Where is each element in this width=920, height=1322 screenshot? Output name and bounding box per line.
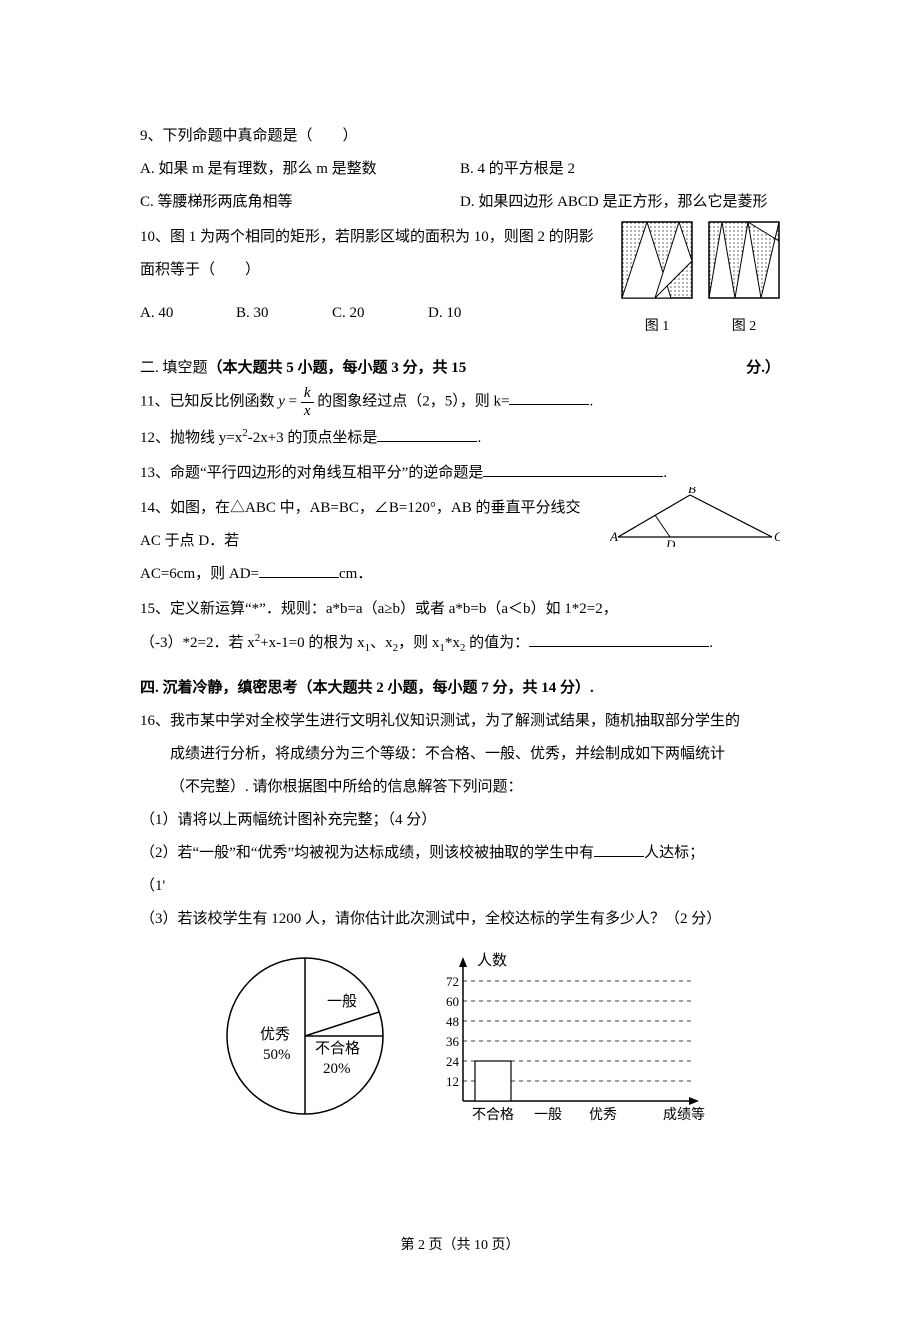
q12-mid: -2x+3 的顶点坐标是 [248,430,378,446]
q14-l2-tail: cm． [339,566,372,582]
q15-p6: 的值为： [465,635,529,651]
q10-fig1: 图 1 [621,221,693,343]
svg-text:12: 12 [446,1074,459,1089]
svg-text:成绩等级: 成绩等级 [663,1106,705,1123]
q9-opt-d: D. 如果四边形 ABCD 是正方形，那么它是菱形 [460,186,780,219]
q12-tail: . [477,430,481,446]
section-2-title: 二. 填空题（本大题共 5 小题，每小题 3 分，共 15 分.） [140,352,780,385]
question-12: 12、抛物线 y=x2-2x+3 的顶点坐标是. [140,421,780,455]
q15-line2: （-3）*2=2．若 x2+x-1=0 的根为 x1、x2，则 x1*x2 的值… [140,626,780,660]
q16-p2-blank [594,842,644,857]
q10-opt-a: A. 40 [140,297,236,330]
label-a: A [610,529,618,544]
q14-l2-pre: AC=6cm，则 AD= [140,566,259,582]
svg-text:24: 24 [446,1054,460,1069]
triangle-abc-figure: A B C D [610,487,780,560]
rect-fig1-svg [621,221,693,299]
question-16: 16、我市某中学对全校学生进行文明礼仪知识测试，为了解测试结果，随机抽取部分学生… [140,705,780,936]
q13-blank [483,462,663,477]
q15-line1: 15、定义新运算“*”．规则：a*b=a（a≥b）或者 a*b=b（a＜b）如 … [140,593,780,626]
q9-opt-a: A. 如果 m 是有理数，那么 m 是整数 [140,153,460,186]
label-d: D [665,537,676,547]
q16-p1: （1）请将以上两幅统计图补充完整；（4 分） [140,804,780,837]
bar-chart: 人数 12 24 36 48 60 72 不合格 一般 优秀 成绩等级 [425,951,705,1131]
question-11: 11、已知反比例函数 y = kx 的图象经过点（2，5），则 k=. [140,385,780,419]
q15-tail: . [709,635,713,651]
question-15: 15、定义新运算“*”．规则：a*b=a（a≥b）或者 a*b=b（a＜b）如 … [140,593,780,660]
q15-p3: 、x [370,635,393,651]
q16-p2-tail: 人达标； [644,845,704,861]
question-13: 13、命题“平行四边形的对角线互相平分”的逆命题是. [140,457,780,490]
q10-opt-b: B. 30 [236,297,332,330]
sec2-pre: 二. 填空题 [140,360,208,376]
q10-options: A. 40 B. 30 C. 20 D. 10 [140,297,524,330]
svg-text:不合格: 不合格 [472,1107,514,1123]
fig2-label: 图 2 [708,312,780,343]
q9-options: A. 如果 m 是有理数，那么 m 是整数 B. 4 的平方根是 2 C. 等腰… [140,153,780,219]
pie-label-excellent: 优秀 [260,1026,290,1043]
q9-stem: 9、下列命题中真命题是（ ） [140,120,780,153]
section-4-title: 四. 沉着冷静，缜密思考（本大题共 2 小题，每小题 7 分，共 14 分）. [140,672,780,705]
pie-label-fail: 不合格 [315,1040,360,1057]
fig1-label: 图 1 [621,312,693,343]
svg-text:60: 60 [446,994,459,1009]
svg-text:一般: 一般 [534,1107,562,1123]
question-9: 9、下列命题中真命题是（ ） A. 如果 m 是有理数，那么 m 是整数 B. … [140,120,780,219]
q16-stem3: （不完整）. 请你根据图中所给的信息解答下列问题： [140,771,780,804]
pie-chart: 优秀 50% 一般 不合格 20% [215,951,395,1121]
q10-figures: 图 1 图 2 [621,221,780,343]
q15-blank [529,632,709,647]
label-c: C [774,529,780,544]
q16-p2-pre: （2）若“一般”和“优秀”均被视为达标成绩，则该校被抽取的学生中有 [140,845,594,861]
q14-blank [259,563,339,578]
question-10: 图 1 图 2 10、图 1 为两个相同的矩形，若阴影区域的面积为 10 [140,221,780,350]
q9-opt-c: C. 等腰梯形两底角相等 [140,186,460,219]
q14-line2: AC=6cm，则 AD= cm． [140,558,780,591]
q16-p2-note: （1' [140,870,780,903]
q11-frac: kx [301,385,314,419]
rect-fig2-svg [708,221,780,299]
q15-p4: ，则 x [398,635,439,651]
question-14: A B C D 14、如图，在△ABC 中，AB=BC，∠B=120°，AB 的… [140,492,780,591]
q10-opt-d: D. 10 [428,297,524,330]
triangle-svg: A B C D [610,487,780,547]
q15-p2: +x-1=0 的根为 x [260,635,364,651]
q15-p1: （-3）*2=2．若 x [140,635,255,651]
q11-mid: 的图象经过点（2，5），则 k= [314,393,510,409]
svg-text:36: 36 [446,1034,460,1049]
q12-blank [377,427,477,442]
q9-opt-b: B. 4 的平方根是 2 [460,153,780,186]
q15-p5: *x [445,635,460,651]
q10-opt-c: C. 20 [332,297,428,330]
sec2-bold: （本大题共 5 小题，每小题 3 分，共 15 [208,360,467,376]
svg-text:优秀: 优秀 [589,1107,617,1123]
pie-label-excellent-pct: 50% [263,1047,291,1063]
q13-pre: 13、命题“平行四边形的对角线互相平分”的逆命题是 [140,465,483,481]
q11-tail: . [589,393,593,409]
svg-text:48: 48 [446,1014,459,1029]
pie-label-fail-pct: 20% [323,1061,351,1077]
q11-blank [509,390,589,405]
q10-fig2: 图 2 [708,221,780,343]
q12-pre: 12、抛物线 y=x [140,430,242,446]
q16-p3: （3）若该校学生有 1200 人，请你估计此次测试中，全校达标的学生有多少人？（… [140,903,780,936]
svg-text:72: 72 [446,974,459,989]
charts-container: 优秀 50% 一般 不合格 20% 人数122436486072不合格一般优秀成… [140,951,780,1131]
q11-pre: 11、已知反比例函数 [140,393,278,409]
label-b: B [688,487,696,496]
q16-stem1: 16、我市某中学对全校学生进行文明礼仪知识测试，为了解测试结果，随机抽取部分学生… [140,705,780,738]
pie-label-general: 一般 [327,993,357,1010]
q11-y: y [278,393,285,409]
sec2-tail: 分.） [746,352,780,385]
svg-text:人数: 人数 [477,952,507,969]
q16-stem2: 成绩进行分析，将成绩分为三个等级：不合格、一般、优秀，并绘制成如下两幅统计 [140,738,780,771]
q13-tail: . [663,465,667,481]
q16-p2: （2）若“一般”和“优秀”均被视为达标成绩，则该校被抽取的学生中有 人达标； [140,837,780,870]
page-footer: 第 2 页（共 10 页） [140,1231,780,1262]
